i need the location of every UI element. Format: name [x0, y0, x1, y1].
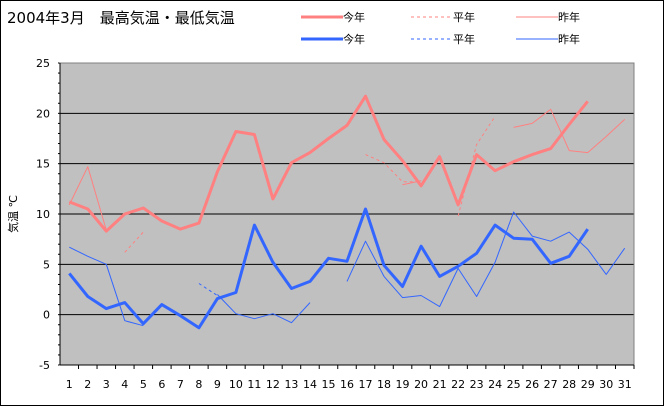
x-tick-label: 15	[321, 378, 335, 391]
x-tick-label: 3	[103, 378, 110, 391]
legend-label: 今年	[343, 10, 365, 24]
x-tick-label: 4	[121, 378, 128, 391]
chart-title: 2004年3月 最高気温・最低気温	[7, 9, 235, 27]
series-line-max-thin	[68, 166, 107, 231]
x-tick-label: 18	[377, 378, 391, 391]
x-tick-label: 7	[177, 378, 184, 391]
series-line-max-thick	[68, 94, 589, 233]
x-tick-label: 6	[158, 378, 165, 391]
x-tick-label: 30	[599, 378, 613, 391]
series-line-min-thick	[68, 207, 589, 330]
x-tick-label: 28	[562, 378, 576, 391]
x-tick-label: 1	[66, 378, 73, 391]
x-tick-label: 23	[470, 378, 484, 391]
x-tick-label: 26	[525, 378, 539, 391]
x-tick-label: 24	[488, 378, 502, 391]
y-tick-label: 20	[36, 107, 50, 120]
y-axis-label: 気温 ℃	[6, 195, 20, 233]
x-tick-label: 19	[396, 378, 410, 391]
y-tick-label: 5	[43, 258, 50, 271]
series-lines	[68, 94, 626, 330]
grid-lines	[60, 112, 634, 316]
x-tick-label: 2	[84, 378, 91, 391]
x-tick-label: 13	[284, 378, 298, 391]
y-tick-label: -5	[39, 359, 50, 372]
legend-label: 平年	[453, 32, 475, 46]
x-tick-label: 27	[544, 378, 558, 391]
series-line-min-dashed	[198, 283, 218, 296]
y-tick-label: 25	[36, 57, 50, 70]
x-tick-label: 22	[451, 378, 465, 391]
x-tick-label: 17	[359, 378, 373, 391]
x-tick-label: 9	[214, 378, 221, 391]
x-tick-label: 29	[581, 378, 595, 391]
legend-label: 昨年	[558, 10, 580, 24]
series-line-max-dashed	[124, 231, 144, 253]
x-tick-label: 16	[340, 378, 354, 391]
series-line-min-thin	[346, 211, 626, 308]
x-tick-label: 12	[266, 378, 280, 391]
x-tick-label: 31	[618, 378, 632, 391]
legend-label: 平年	[453, 10, 475, 24]
x-tick-label: 25	[507, 378, 521, 391]
x-tick-label: 20	[414, 378, 428, 391]
x-tick-label: 21	[433, 378, 447, 391]
y-tick-label: 0	[43, 309, 50, 322]
x-tick-label: 10	[229, 378, 243, 391]
series-line-min-thin	[69, 246, 144, 327]
x-tick-label: 8	[195, 378, 202, 391]
series-line-max-dashed	[457, 116, 496, 217]
series-line-min-thin	[217, 294, 311, 324]
legend-label: 今年	[343, 32, 365, 46]
series-line-max-thin	[513, 108, 626, 154]
y-tick-label: 15	[36, 158, 50, 171]
x-tick-label: 11	[247, 378, 261, 391]
legend-label: 昨年	[558, 32, 580, 46]
x-tick-label: 5	[140, 378, 147, 391]
x-tick-label: 14	[303, 378, 317, 391]
series-line-max-dashed	[365, 154, 422, 183]
y-tick-label: 10	[36, 208, 50, 221]
series-line-max-thin	[402, 180, 422, 186]
